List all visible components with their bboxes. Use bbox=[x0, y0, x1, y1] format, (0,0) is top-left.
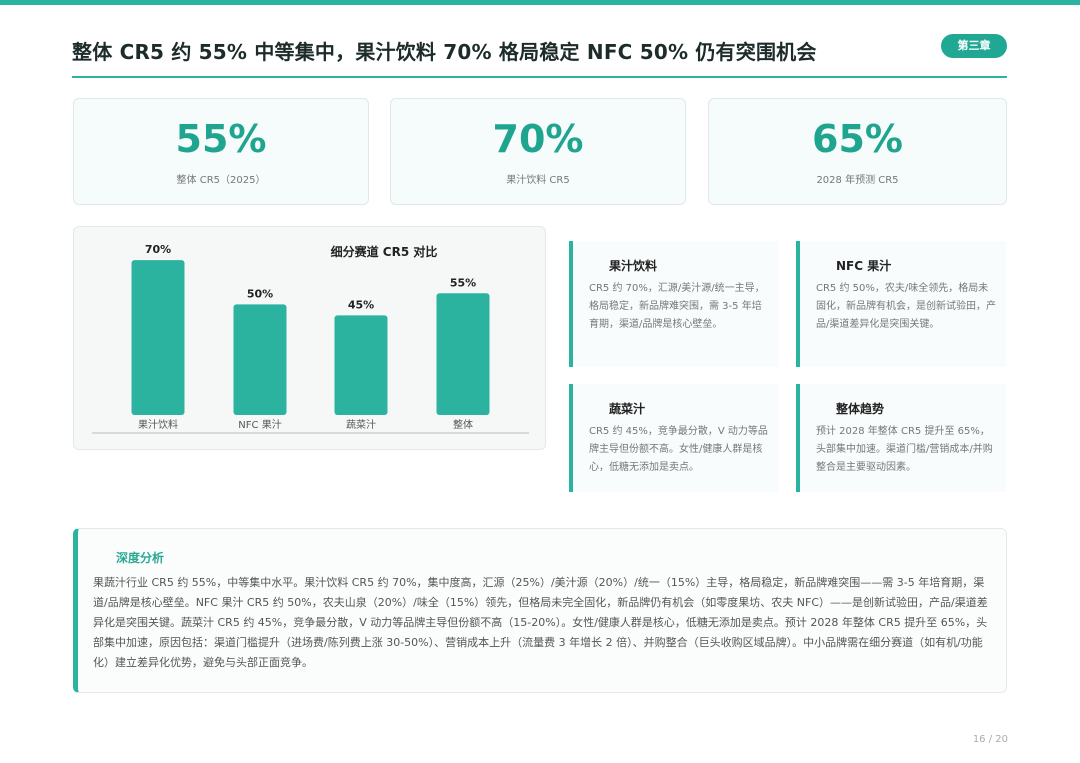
bar-value-label: 45% bbox=[348, 298, 374, 311]
bar-3 bbox=[436, 293, 490, 415]
page-number: 16 / 20 bbox=[972, 734, 1008, 745]
top-accent-bar bbox=[0, 0, 1080, 5]
stat-label: 整体 CR5（2025） bbox=[176, 175, 266, 186]
chapter-badge: 第三章 bbox=[941, 34, 1007, 58]
deep-analysis-panel: 深度分析 果蔬汁行业 CR5 约 55%，中等集中水平。果汁饮料 CR5 约 7… bbox=[73, 528, 1007, 693]
bar-0 bbox=[131, 260, 185, 415]
page-title: 整体 CR5 约 55% 中等集中，果汁饮料 70% 格局稳定 NFC 50% … bbox=[72, 40, 817, 64]
bar-2 bbox=[334, 315, 388, 415]
stat-card-juice-drink: 70% 果汁饮料 CR5 bbox=[390, 98, 686, 205]
stat-value: 65% bbox=[812, 117, 903, 161]
cr5-bar-chart-panel: 细分赛道 CR5 对比 70% 果汁饮料 50% NFC 果汁 45% 蔬菜汁 55% 整体 bbox=[73, 226, 546, 450]
bar-value-label: 55% bbox=[450, 276, 476, 289]
stat-value: 55% bbox=[175, 117, 267, 161]
stat-label: 果汁饮料 CR5 bbox=[506, 175, 570, 186]
bar-value-label: 70% bbox=[145, 243, 171, 256]
bar-value-label: 50% bbox=[247, 287, 273, 300]
bar-1 bbox=[233, 304, 287, 415]
stat-card-overall: 55% 整体 CR5（2025） bbox=[73, 98, 369, 205]
segment-body: CR5 约 45%，竞争最分散，V 动力等品牌主导但份额不高。女性/健康人群是核… bbox=[589, 426, 768, 473]
category-label: NFC 果汁 bbox=[238, 418, 281, 431]
stat-card-forecast: 65% 2028 年预测 CR5 bbox=[708, 98, 1007, 205]
segment-body: 预计 2028 年整体 CR5 提升至 65%，头部集中加速。渠道门槛/营销成本… bbox=[816, 426, 993, 473]
cr5-bar-chart: 细分赛道 CR5 对比 70% 果汁饮料 50% NFC 果汁 45% 蔬菜汁 55% 整体 bbox=[92, 243, 529, 434]
segment-card-overall-trend: 整体趋势 预计 2028 年整体 CR5 提升至 65%，头部集中加速。渠道门槛… bbox=[796, 384, 1006, 492]
segment-title: 蔬菜汁 bbox=[609, 402, 646, 416]
category-label: 整体 bbox=[453, 418, 473, 431]
category-label: 蔬菜汁 bbox=[346, 418, 376, 431]
segment-title: 果汁饮料 bbox=[609, 259, 658, 273]
segment-title: 整体趋势 bbox=[836, 402, 885, 416]
segment-card-juice-drink: 果汁饮料 CR5 约 70%，汇源/美汁源/统一主导，格局稳定，新品牌难突围，需… bbox=[569, 241, 779, 367]
segment-card-nfc: NFC 果汁 CR5 约 50%，农夫/味全领先，格局未固化，新品牌有机会，是创… bbox=[796, 241, 1006, 367]
segment-body: CR5 约 50%，农夫/味全领先，格局未固化，新品牌有机会，是创新试验田，产品… bbox=[816, 283, 996, 330]
chart-title: 细分赛道 CR5 对比 bbox=[331, 244, 438, 259]
category-label: 果汁饮料 bbox=[138, 418, 178, 431]
stat-value: 70% bbox=[492, 117, 584, 161]
segment-body: CR5 约 70%，汇源/美汁源/统一主导，格局稳定，新品牌难突围，需 3-5 … bbox=[589, 283, 765, 330]
stat-label: 2028 年预测 CR5 bbox=[816, 175, 899, 186]
segment-title: NFC 果汁 bbox=[836, 259, 892, 273]
title-divider bbox=[72, 76, 1007, 78]
analysis-body: 果蔬汁行业 CR5 约 55%，中等集中水平。果汁饮料 CR5 约 70%，集中… bbox=[93, 576, 988, 669]
analysis-title: 深度分析 bbox=[116, 551, 165, 565]
segment-card-vegetable-juice: 蔬菜汁 CR5 约 45%，竞争最分散，V 动力等品牌主导但份额不高。女性/健康… bbox=[569, 384, 779, 492]
